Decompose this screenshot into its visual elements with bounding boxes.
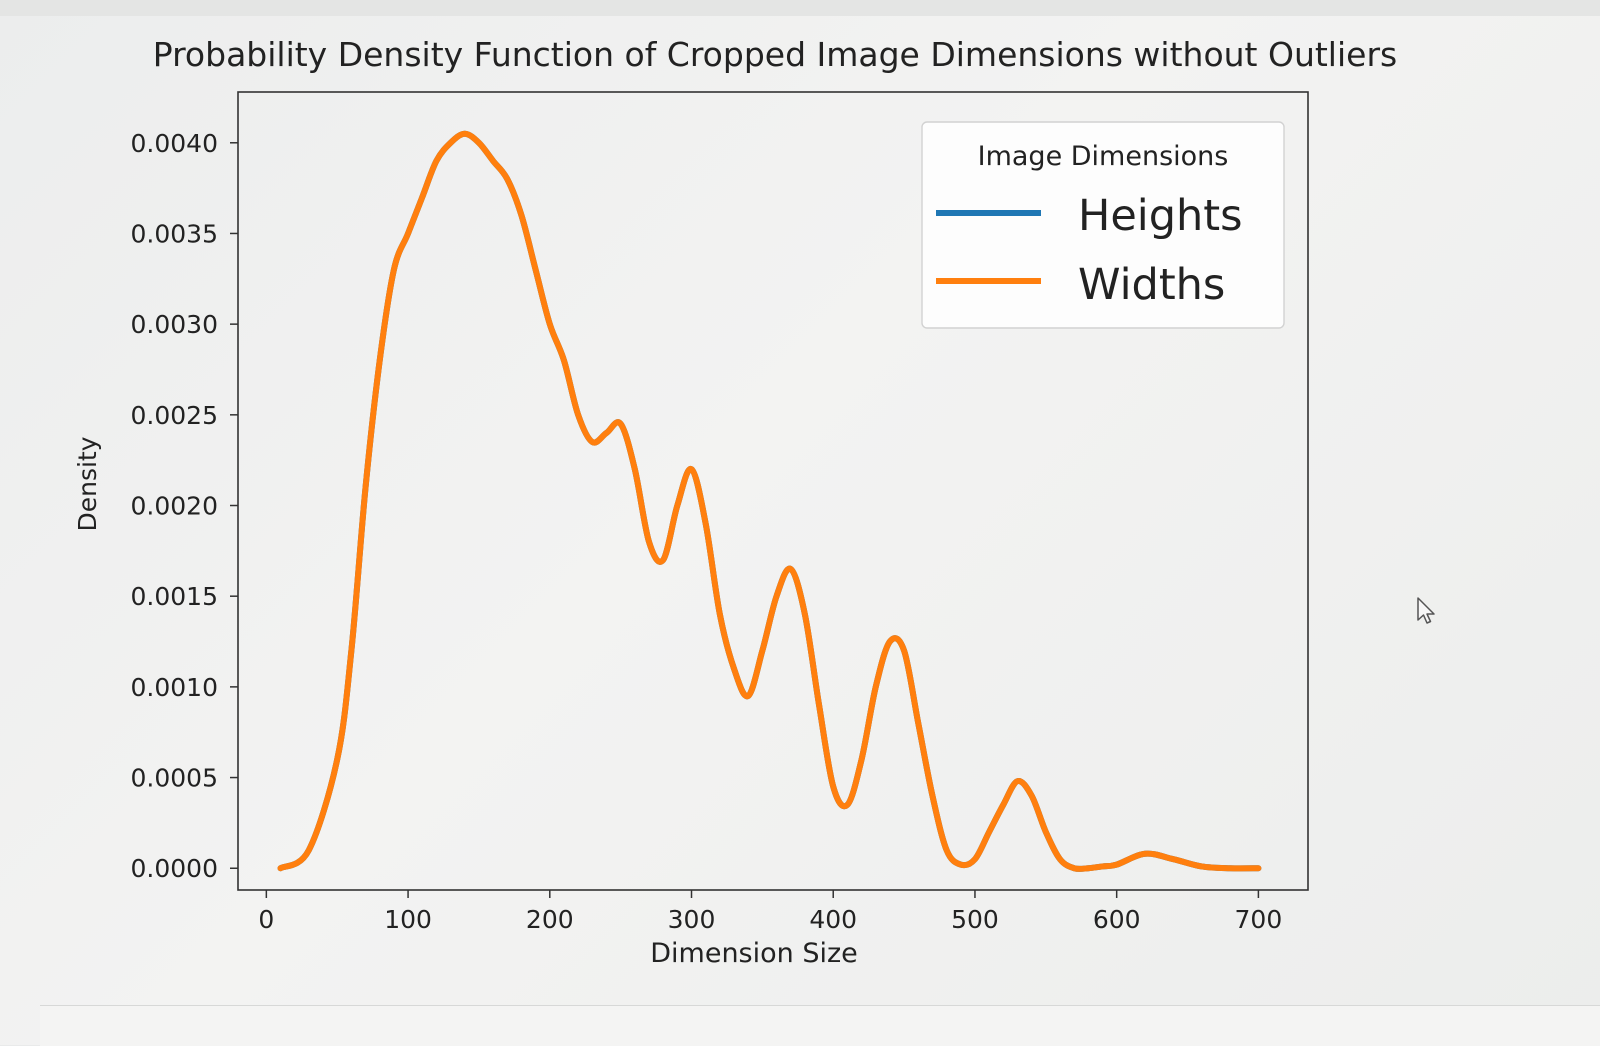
x-tick-label: 100 [384, 905, 432, 934]
y-tick-label: 0.0015 [131, 582, 218, 611]
y-axis-label: Density [73, 436, 102, 531]
chart-title: Probability Density Function of Cropped … [153, 35, 1397, 74]
previous-cell-edge [0, 0, 1600, 16]
legend: Image Dimensions Heights Widths [921, 121, 1285, 329]
y-tick-label: 0.0020 [131, 492, 218, 521]
x-tick-label: 400 [809, 905, 857, 934]
legend-label-widths: Widths [1078, 260, 1225, 310]
y-tick-label: 0.0030 [131, 310, 218, 339]
series-line-widths [277, 130, 1262, 872]
y-tick-label: 0.0005 [131, 764, 218, 793]
legend-box [921, 121, 1285, 329]
x-tick-label: 500 [951, 905, 999, 934]
y-tick-label: 0.0025 [131, 401, 218, 430]
y-tick-label: 0.0040 [131, 129, 218, 158]
x-tick-label: 700 [1235, 905, 1283, 934]
x-tick-label: 300 [668, 905, 716, 934]
y-tick-label: 0.0000 [131, 854, 218, 883]
x-axis-ticks: 0 100 200 300 400 500 600 700 [258, 890, 1282, 934]
next-notebook-cell[interactable] [40, 1005, 1600, 1046]
density-curves [277, 130, 1262, 872]
y-tick-label: 0.0010 [131, 673, 218, 702]
y-axis-ticks: 0.0000 0.0005 0.0010 0.0015 0.0020 0.0025 0.00… [131, 129, 238, 883]
x-tick-label: 200 [526, 905, 574, 934]
legend-title: Image Dimensions [978, 141, 1229, 172]
legend-label-heights: Heights [1078, 191, 1243, 241]
x-tick-label: 0 [258, 905, 274, 934]
mouse-pointer-icon [1416, 596, 1438, 630]
plot-area-frame [237, 91, 1309, 891]
x-tick-label: 600 [1093, 905, 1141, 934]
y-tick-label: 0.0035 [131, 219, 218, 248]
x-axis-label: Dimension Size [650, 938, 858, 969]
